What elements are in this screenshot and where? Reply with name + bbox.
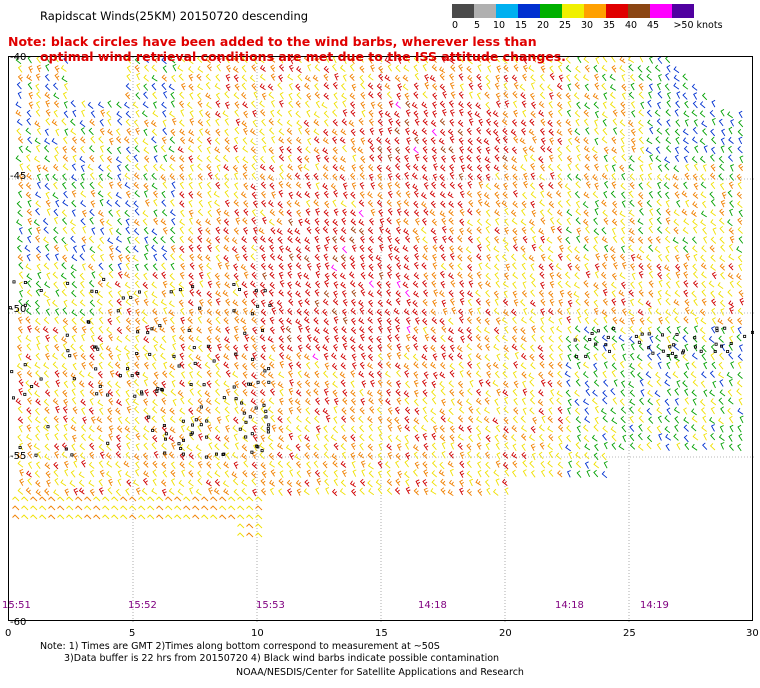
x-tick-label: 20 [499, 628, 512, 639]
x-tick-label: 25 [623, 628, 636, 639]
map-title: Rapidscat Winds(25KM) 20150720 descendin… [40, 9, 309, 23]
colorbar-swatch [650, 4, 672, 18]
colorbar-swatch [540, 4, 562, 18]
graticule [9, 57, 754, 622]
colorbar-swatch [496, 4, 518, 18]
footnote-line-2: 3)Data buffer is 22 hrs from 20150720 4)… [64, 653, 500, 664]
time-label: 15:52 [128, 600, 157, 611]
colorbar-swatch [474, 4, 496, 18]
y-tick-label: -45 [10, 171, 27, 182]
colorbar-swatch [584, 4, 606, 18]
x-tick-label: 10 [251, 628, 264, 639]
colorbar-swatch [606, 4, 628, 18]
colorbar-label: 40 [624, 20, 638, 31]
colorbar-label: 30 [580, 20, 594, 31]
colorbar-swatch [628, 4, 650, 18]
colorbar-label: 45 [646, 20, 660, 31]
y-tick-label: -50 [10, 304, 27, 315]
colorbar-label: 35 [602, 20, 616, 31]
footnote: Note: 1) Times are GMT 2)Times along bot… [40, 641, 499, 665]
note-line-1: Note: black circles have been added to t… [8, 34, 537, 49]
y-tick-label: -55 [10, 451, 27, 462]
contamination-markers [9, 277, 754, 459]
colorbar-label: 15 [514, 20, 528, 31]
time-label: 15:53 [256, 600, 285, 611]
x-tick-label: 0 [5, 628, 12, 639]
x-tick-label: 5 [129, 628, 136, 639]
colorbar-swatch [518, 4, 540, 18]
footnote-line-1: Note: 1) Times are GMT 2)Times along bot… [40, 641, 440, 652]
colorbar-label: 25 [558, 20, 572, 31]
colorbar-swatch [452, 4, 474, 18]
wind-speed-colorbar [452, 4, 694, 18]
colorbar-swatch [562, 4, 584, 18]
colorbar-label: 0 [451, 20, 459, 31]
colorbar-label: >50 knots [673, 20, 723, 31]
y-tick-label: -40 [10, 52, 27, 63]
contamination-note: Note: black circles have been added to t… [8, 34, 566, 64]
time-label: 14:18 [418, 600, 447, 611]
colorbar-label: 5 [473, 20, 481, 31]
colorbar-swatch [672, 4, 694, 18]
colorbar-label: 10 [492, 20, 506, 31]
x-tick-label: 15 [375, 628, 388, 639]
y-tick-label: -60 [10, 617, 27, 628]
wind-barb-layer [9, 57, 754, 622]
time-label: 14:19 [640, 600, 669, 611]
time-label: 14:18 [555, 600, 584, 611]
colorbar-labels: 0 5 10 15 20 25 30 35 40 45 >50 knots [452, 20, 760, 32]
time-label: 15:51 [2, 600, 31, 611]
wind-barbs [12, 57, 745, 538]
wind-map-plot [8, 56, 754, 622]
note-line-2: optimal wind retrieval conditions are me… [40, 49, 566, 64]
x-tick-label: 30 [746, 628, 759, 639]
colorbar-label: 20 [536, 20, 550, 31]
credit-line: NOAA/NESDIS/Center for Satellite Applica… [236, 667, 524, 678]
